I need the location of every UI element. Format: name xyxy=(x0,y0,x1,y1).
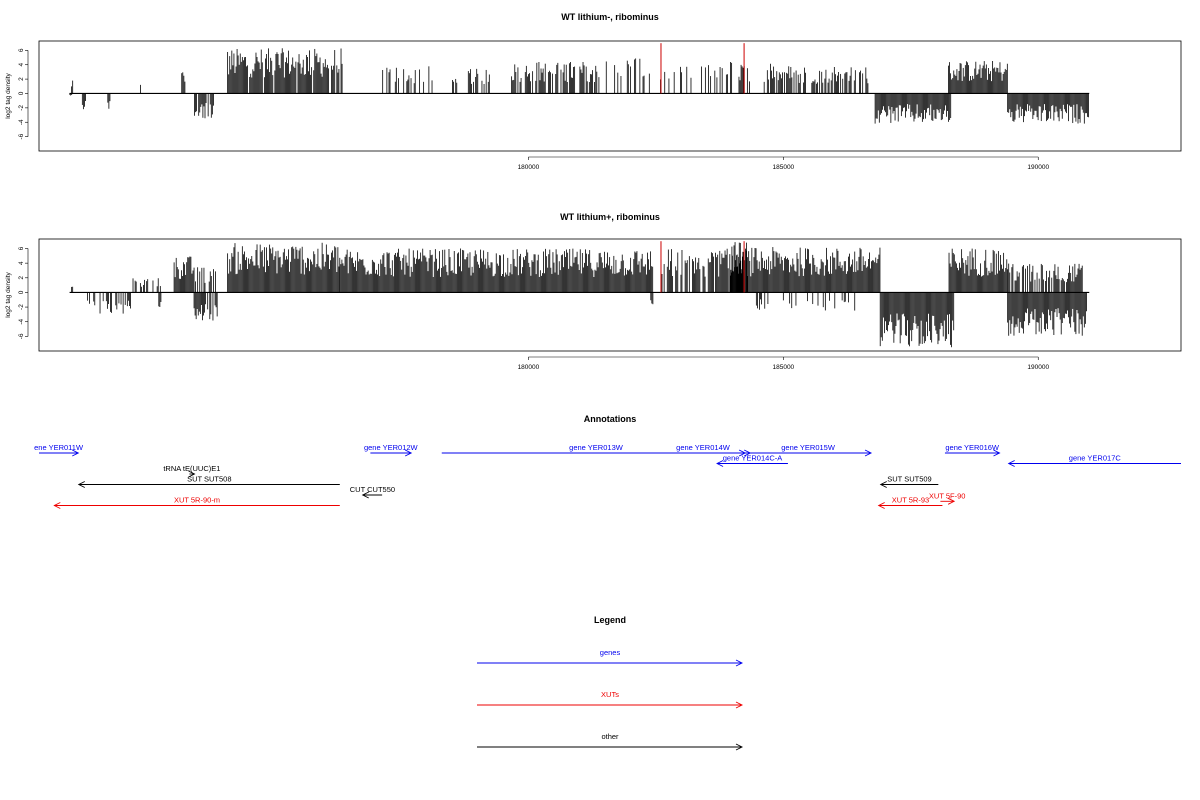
feature-arrow xyxy=(879,481,939,488)
arrow-head xyxy=(879,481,887,488)
feature-label: gene YER012W xyxy=(364,443,419,452)
annotation-title: Annotations xyxy=(584,414,637,424)
x-tick-label: 190000 xyxy=(1027,364,1049,371)
y-tick-label: -6 xyxy=(18,333,25,339)
y-tick-label: 2 xyxy=(18,276,25,280)
y-axis-label: log2 tag density xyxy=(5,72,12,118)
feature-arrow xyxy=(53,502,340,509)
arrow-head xyxy=(1007,460,1015,467)
arrow-head xyxy=(72,449,80,457)
legend: Legend genes XUTs other xyxy=(477,615,744,751)
feature-label: gene YER014W xyxy=(676,443,731,452)
arrow-head xyxy=(361,491,369,499)
legend-label: other xyxy=(601,732,619,741)
y-axis-label: log2 tag density xyxy=(5,271,12,317)
feature-label: gene YER017C xyxy=(1069,454,1122,463)
x-tick-label: 180000 xyxy=(518,164,540,171)
arrow-head xyxy=(404,449,413,457)
feature-arrow xyxy=(77,481,340,488)
arrow-head xyxy=(735,701,744,709)
legend-arrow xyxy=(477,659,744,667)
y-tick-label: -2 xyxy=(18,304,25,310)
plot-panel-1: WT lithium-, ribominus -6 -4 -2 0 2 4 6 log2 tag… xyxy=(5,12,1182,171)
chart-title: WT lithium-, ribominus xyxy=(561,12,659,22)
legend-arrow xyxy=(477,701,744,709)
feature-label: CUT CUT550 xyxy=(350,485,395,494)
x-tick-label: 180000 xyxy=(518,364,540,371)
plot-frame xyxy=(38,40,1182,152)
arrow-head xyxy=(53,502,61,509)
feature-label: SUT SUT508 xyxy=(187,475,231,484)
feature-label: gene YER015W xyxy=(781,443,836,452)
feature-arrow xyxy=(944,449,1001,457)
plot-frame xyxy=(38,238,1182,352)
arrow-head xyxy=(947,497,956,505)
x-tick-label: 185000 xyxy=(772,364,794,371)
y-tick-label: 0 xyxy=(18,290,25,294)
legend-title: Legend xyxy=(594,615,626,625)
feature-arrow xyxy=(1007,460,1181,467)
feature-label: XUT 5R-93 xyxy=(892,496,929,505)
feature-label: gene YER013W xyxy=(569,443,624,452)
x-tick-label: 190000 xyxy=(1027,164,1049,171)
arrow-head xyxy=(735,659,744,667)
arrow-head xyxy=(188,470,196,478)
feature-label: ene YER011W xyxy=(34,443,84,452)
arrow-head xyxy=(993,449,1001,457)
feature-arrow xyxy=(877,502,943,509)
feature-label: gene YER014C-A xyxy=(723,454,782,463)
y-tick-label: -4 xyxy=(18,119,25,125)
y-tick-label: 6 xyxy=(18,246,25,250)
arrow-head xyxy=(864,449,873,457)
density-bars xyxy=(71,242,1087,348)
feature-label: SUT SUT509 xyxy=(887,475,931,484)
arrow-head xyxy=(716,460,724,467)
feature-arrow xyxy=(188,470,196,478)
y-tick-label: -2 xyxy=(18,105,25,111)
y-tick-label: -4 xyxy=(18,318,25,324)
y-tick-label: 0 xyxy=(18,91,25,95)
y-tick-label: -6 xyxy=(18,133,25,139)
feature-label: XUT 5F-90 xyxy=(929,491,966,500)
annotation-track: Annotations ene YER011W gene YER012W gene Y… xyxy=(34,414,1181,509)
feature-arrow xyxy=(745,449,873,457)
legend-arrow xyxy=(477,743,744,751)
feature-label: XUT 5R-90-m xyxy=(174,496,220,505)
plot-panel-2: WT lithium+, ribominus -6 -4 -2 0 2 4 6 log2 tag… xyxy=(5,212,1182,371)
y-tick-label: 6 xyxy=(18,48,25,52)
arrow-head xyxy=(735,743,744,751)
feature-arrow xyxy=(370,449,413,457)
legend-label: XUTs xyxy=(601,690,619,699)
feature-arrow xyxy=(39,449,80,457)
feature-arrow xyxy=(361,491,383,499)
arrow-head xyxy=(77,481,85,488)
y-tick-label: 2 xyxy=(18,77,25,81)
feature-label: tRNA tE(UUC)E1 xyxy=(163,464,220,473)
feature-arrow xyxy=(940,497,956,505)
y-tick-label: 4 xyxy=(18,261,25,265)
feature-arrow xyxy=(716,460,788,467)
arrow-head xyxy=(877,502,885,509)
y-tick-label: 4 xyxy=(18,63,25,67)
chart-title: WT lithium+, ribominus xyxy=(560,212,660,222)
legend-label: genes xyxy=(600,648,621,657)
x-tick-label: 185000 xyxy=(772,164,794,171)
density-bars xyxy=(69,48,1089,124)
feature-label: gene YER016W xyxy=(945,443,1000,452)
